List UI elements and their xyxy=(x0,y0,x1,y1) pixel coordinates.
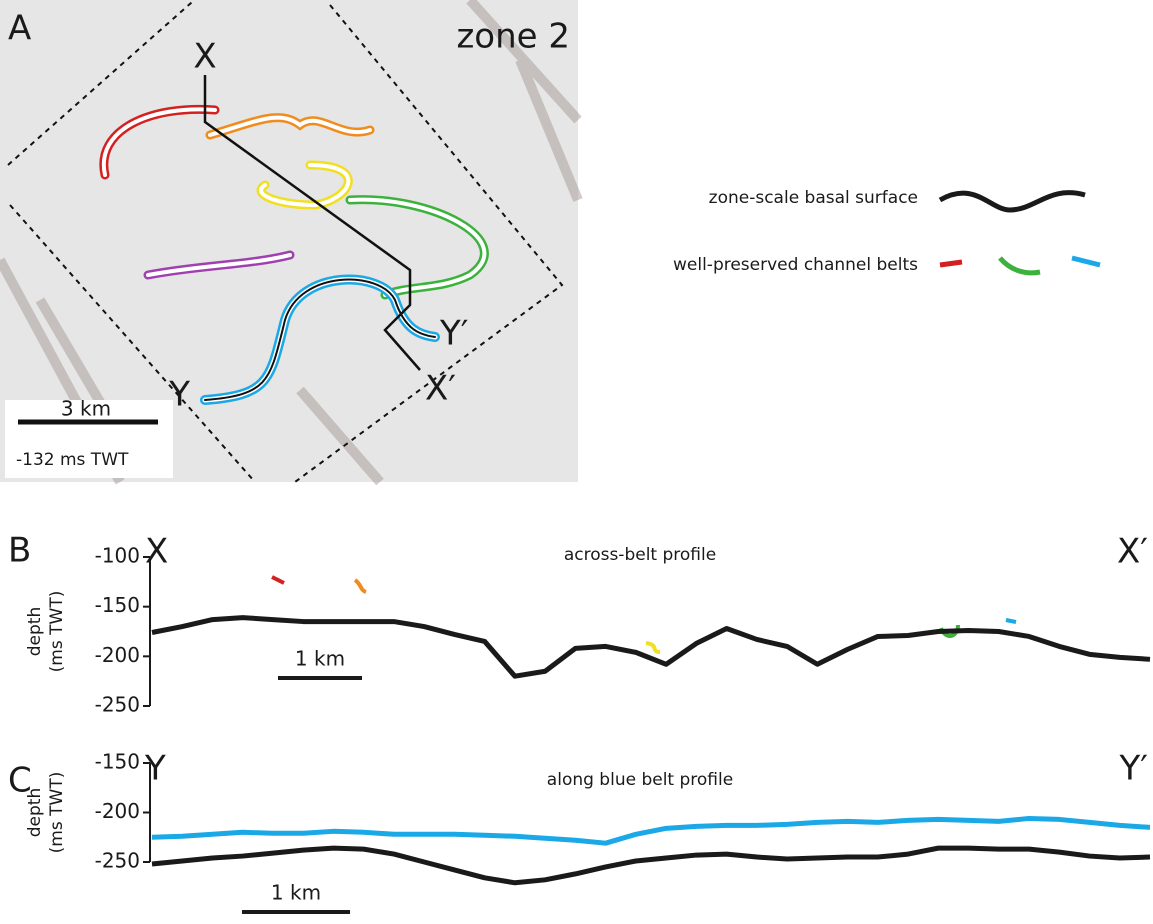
y-tick-label: -250 xyxy=(95,693,140,717)
profile-end: X′ xyxy=(425,369,456,409)
legend: zone-scale basal surface well-preserved … xyxy=(673,188,1100,275)
chart-title: along blue belt profile xyxy=(547,770,733,790)
profile-end: X′ xyxy=(1117,532,1148,572)
map-panel: A zone 2 X X′ Y Y′ 3 km -132 ms TWT xyxy=(0,0,578,482)
profile-end: X xyxy=(193,37,216,77)
panel-letter: B xyxy=(8,531,31,571)
legend-swatch xyxy=(940,262,962,265)
chart-title: across-belt profile xyxy=(564,545,716,565)
profile-line xyxy=(152,818,1150,843)
legend-label: well-preserved channel belts xyxy=(673,255,918,275)
profile-line xyxy=(152,848,1150,883)
y-axis-label: depth xyxy=(25,788,45,837)
y-tick-label: -200 xyxy=(95,643,140,667)
y-tick-label: -150 xyxy=(95,593,140,617)
figure: A zone 2 X X′ Y Y′ 3 km -132 ms TWT zone… xyxy=(0,0,1153,924)
profile-end: X xyxy=(145,532,168,572)
y-axis-label: (ms TWT) xyxy=(47,772,67,854)
scale-label: 3 km xyxy=(61,397,111,421)
scale-label: 1 km xyxy=(271,881,321,905)
depth-label: -132 ms TWT xyxy=(16,450,129,470)
y-tick-label: -100 xyxy=(95,544,140,568)
y-tick-label: -250 xyxy=(95,849,140,873)
legend-swatch xyxy=(940,193,1085,210)
profile-end: Y′ xyxy=(439,314,469,354)
zone-label: zone 2 xyxy=(456,17,570,57)
profile-blips xyxy=(272,577,1016,652)
profile-end: Y xyxy=(144,749,166,789)
scale-label: 1 km xyxy=(295,647,345,671)
y-axis-label: (ms TWT) xyxy=(47,591,67,673)
y-tick-label: -150 xyxy=(95,750,140,774)
profile-end: Y′ xyxy=(1119,749,1149,789)
legend-label: zone-scale basal surface xyxy=(709,188,918,208)
legend-swatch xyxy=(1072,258,1100,265)
legend-swatch xyxy=(1000,258,1040,273)
panel-letter: A xyxy=(8,9,31,49)
y-axis-label: depth xyxy=(25,607,45,656)
y-tick-label: -200 xyxy=(95,799,140,823)
